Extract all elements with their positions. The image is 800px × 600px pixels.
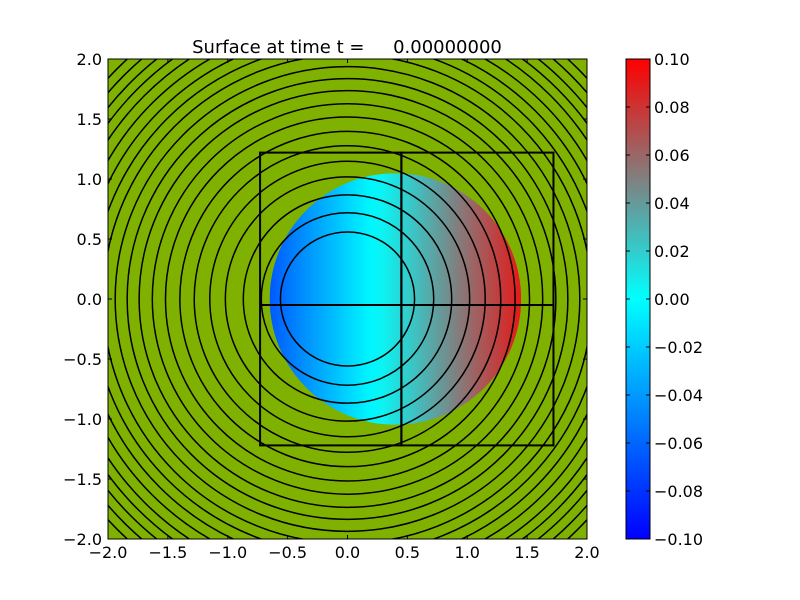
x-axis: −2.0 −1.5 −1.0 −0.5 0.0 0.5 1.0 1.5 2.0 <box>89 59 600 562</box>
x-tick-label: 1.0 <box>455 543 480 562</box>
colorbar-tick-label: 0.04 <box>654 194 690 213</box>
plot-area: −2.0 −1.5 −1.0 −0.5 0.0 0.5 1.0 1.5 2.0 −2.0 −1.5… <box>63 50 600 562</box>
contour-lines <box>108 59 587 539</box>
contour-line <box>209 160 486 438</box>
y-tick-label: 1.0 <box>77 170 102 189</box>
colorbar-tick-label: −0.06 <box>654 434 703 453</box>
colorbar-tick-label: −0.10 <box>654 530 703 549</box>
contour-line <box>138 89 557 509</box>
colorbar-ticks: −0.10 −0.08 −0.06 −0.04 −0.02 0.00 0.02 0.04 0.0… <box>626 50 703 549</box>
colorbar-tick-label: 0.00 <box>654 290 690 309</box>
x-tick-label: 0.5 <box>395 543 420 562</box>
x-tick-label: −1.0 <box>208 543 247 562</box>
colorbar-tick-label: −0.08 <box>654 482 703 501</box>
y-axis: −2.0 −1.5 −1.0 −0.5 0.0 0.5 1.0 1.5 2.0 <box>63 50 587 549</box>
colorbar-tick-label: 0.02 <box>654 242 690 261</box>
x-tick-label: 1.5 <box>514 543 539 562</box>
x-tick-label: 2.0 <box>574 543 599 562</box>
contour-line <box>260 212 435 386</box>
y-tick-label: −0.5 <box>63 350 102 369</box>
contour-line <box>151 103 544 495</box>
contour-line <box>164 116 531 482</box>
y-tick-label: 2.0 <box>77 50 102 69</box>
y-tick-label: −2.0 <box>63 530 102 549</box>
colorbar-tick-label: 0.06 <box>654 146 690 165</box>
grid-overlay <box>259 151 555 447</box>
y-tick-label: −1.0 <box>63 410 102 429</box>
x-tick-label: −2.0 <box>89 543 128 562</box>
grid-box <box>400 151 555 447</box>
colorbar-tick-label: 0.08 <box>654 98 690 117</box>
y-tick-label: 0.5 <box>77 230 102 249</box>
colorbar-tick-label: −0.04 <box>654 386 703 405</box>
x-tick-label: −0.5 <box>268 543 307 562</box>
y-tick-label: 1.5 <box>77 110 102 129</box>
x-tick-label: 0.0 <box>335 543 360 562</box>
contour-line <box>114 65 581 533</box>
contour-line <box>224 176 471 422</box>
contour-line <box>242 194 453 404</box>
surface-patch <box>269 173 522 425</box>
x-tick-label: −1.5 <box>148 543 187 562</box>
y-tick-label: −1.5 <box>63 470 102 489</box>
contour-line <box>193 144 502 454</box>
chart-title: Surface at time t = 0.00000000 <box>192 37 502 58</box>
contour-line <box>179 130 516 468</box>
colorbar-tick-label: −0.02 <box>654 338 703 357</box>
colorbar: −0.10 −0.08 −0.06 −0.04 −0.02 0.00 0.02 0.04 0.0… <box>625 50 703 549</box>
y-tick-label: 0.0 <box>77 290 102 309</box>
contour-line <box>126 77 569 521</box>
contour-line <box>279 231 416 367</box>
colorbar-tick-label: 0.10 <box>654 50 690 69</box>
